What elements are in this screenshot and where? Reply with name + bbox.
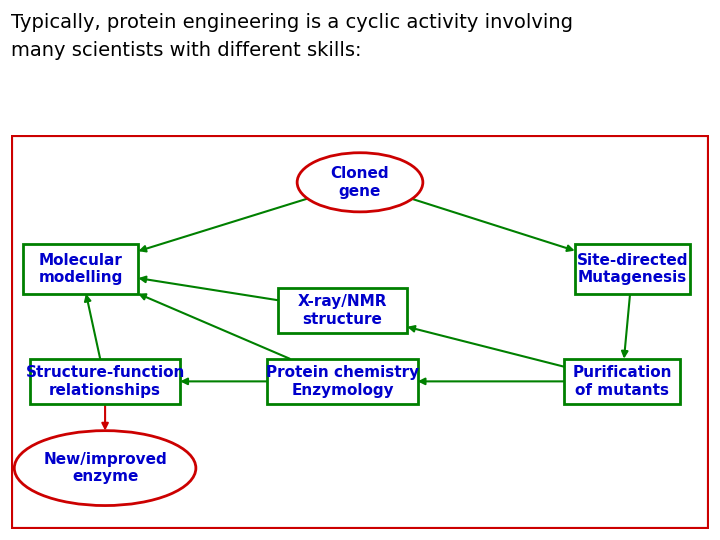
Text: Molecular
modelling: Molecular modelling	[38, 253, 123, 285]
Bar	[278, 288, 407, 333]
Text: Typically, protein engineering is a cyclic activity involving: Typically, protein engineering is a cycl…	[11, 14, 573, 32]
Text: many scientists with different skills:: many scientists with different skills:	[11, 40, 361, 59]
Text: Site-directed
Mutagenesis: Site-directed Mutagenesis	[577, 253, 688, 285]
Text: Structure-function
relationships: Structure-function relationships	[25, 365, 185, 397]
Ellipse shape	[297, 153, 423, 212]
Text: X-ray/NMR
structure: X-ray/NMR structure	[298, 294, 387, 327]
Ellipse shape	[14, 431, 196, 505]
FancyBboxPatch shape	[11, 135, 709, 529]
Bar	[267, 359, 418, 404]
Text: New/improved
enzyme: New/improved enzyme	[43, 452, 167, 484]
Text: Purification
of mutants: Purification of mutants	[572, 365, 672, 397]
Text: Cloned
gene: Cloned gene	[330, 166, 390, 199]
Bar	[23, 245, 138, 294]
Bar	[30, 359, 180, 404]
Bar	[575, 245, 690, 294]
Text: Protein chemistry
Enzymology: Protein chemistry Enzymology	[266, 365, 419, 397]
Bar	[564, 359, 680, 404]
